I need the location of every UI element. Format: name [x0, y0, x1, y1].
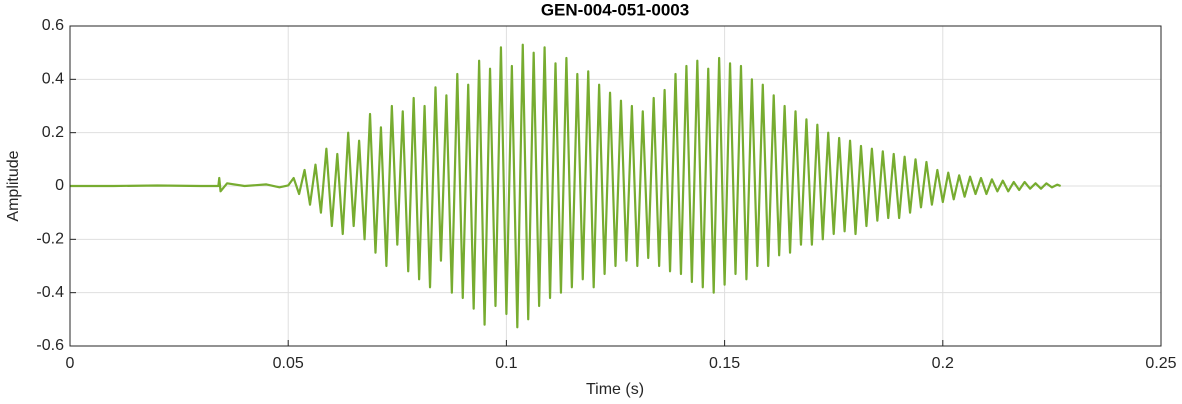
chart-title: GEN-004-051-0003 [541, 0, 689, 19]
y-tick-label: 0 [55, 177, 64, 194]
x-tick-label: 0.15 [709, 355, 740, 372]
y-tick-label: -0.4 [36, 284, 64, 301]
x-tick-label: 0 [66, 355, 75, 372]
plot-frame [69, 25, 1162, 347]
x-tick-label: 0.2 [932, 355, 954, 372]
x-tick-label: 0.05 [273, 355, 304, 372]
y-axis-label: Amplitude [5, 150, 22, 221]
waveform [70, 43, 1062, 329]
y-tick-label: 0.2 [42, 124, 64, 141]
x-axis-label: Time (s) [586, 381, 644, 398]
x-tick-label: 0.1 [495, 355, 517, 372]
y-tick-label: -0.2 [36, 231, 64, 248]
y-tick-label: 0.4 [42, 71, 64, 88]
y-tick-label: 0.6 [42, 17, 64, 34]
y-tick-label: -0.6 [36, 337, 64, 354]
x-tick-label: 0.25 [1145, 355, 1176, 372]
